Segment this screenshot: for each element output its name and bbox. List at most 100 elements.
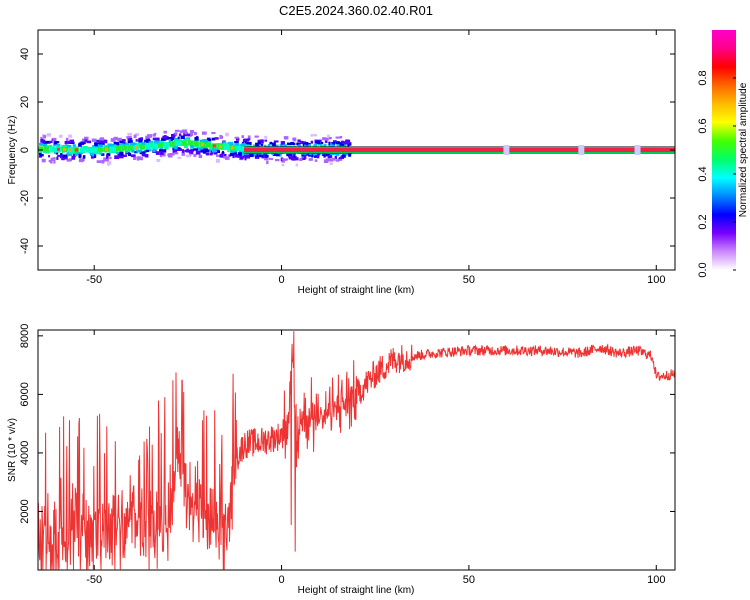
spectrogram-cell	[197, 147, 202, 151]
spectrogram-cell	[234, 136, 240, 139]
spectrogram-cell	[164, 146, 169, 150]
spectrogram-cell	[148, 149, 152, 152]
spectrogram-cell	[107, 149, 111, 152]
spectrogram-cell	[322, 137, 327, 141]
spectrogram-core	[157, 142, 163, 148]
spectrogram-peak	[230, 146, 234, 150]
spectrogram-cell	[184, 138, 190, 142]
spectrogram-cell	[117, 154, 122, 157]
snr-y-axis-label: SNR (10 * v/v)	[7, 418, 18, 482]
spectrogram-cell	[91, 153, 95, 157]
spectrogram-cell	[234, 141, 239, 144]
spectrogram-cell	[66, 152, 70, 157]
spectrogram-cell	[60, 145, 66, 148]
spectrogram-cell	[201, 131, 207, 135]
spectrogram-core	[175, 141, 181, 147]
spectrogram-cell	[94, 142, 98, 147]
spectrogram-cell	[205, 149, 210, 153]
colorbar-tick-label: 0.2	[697, 214, 709, 229]
spectrogram-cell	[247, 135, 251, 139]
spectrogram-cell	[166, 136, 169, 140]
spectrogram-cell	[184, 149, 187, 153]
spectrogram-cell	[223, 142, 228, 146]
spectrogram-cell	[323, 144, 326, 147]
spectrogram-cell	[211, 132, 216, 135]
spectrogram-cell	[90, 155, 95, 159]
spectrogram-cell	[336, 142, 342, 145]
spectrogram-cell	[317, 154, 320, 159]
spectrogram-cell	[293, 142, 296, 146]
spectrogram-cell	[280, 141, 285, 145]
spectrogram-cell	[106, 153, 110, 156]
spectrogram-cell	[224, 156, 230, 160]
spectrogram-cell	[279, 152, 282, 157]
spectrogram-cell	[328, 136, 332, 140]
spectrogram-cell	[293, 138, 297, 142]
spectrogram-core	[235, 145, 241, 151]
spectrogram-cell	[174, 152, 179, 155]
spectrogram-cell	[176, 147, 180, 150]
snr-y-tick-label: 8000	[19, 324, 31, 348]
spectrogram-cell	[101, 153, 105, 156]
spectrogram-cell	[227, 143, 230, 146]
spectrogram-cell	[40, 136, 44, 140]
spectrogram-core	[163, 142, 169, 148]
spectrogram-cell	[38, 155, 43, 158]
spectrogram-cell	[43, 143, 48, 148]
spectrogram-cell	[275, 153, 280, 157]
spectrogram-cell	[71, 141, 75, 145]
spectrogram-cell	[144, 139, 148, 143]
spectrogram-cell	[233, 152, 238, 155]
spectrogram-cell	[185, 154, 188, 158]
spectrogram-cell	[127, 132, 133, 136]
spectrogram-cell	[125, 144, 131, 149]
spectrogram-cell	[200, 146, 204, 150]
spectrogram-cell	[68, 141, 72, 144]
spectrogram-panel: -50 0 50 100 -40 -20 0 20 40 Height of straight…	[7, 29, 676, 296]
spectrogram-faint-blob	[503, 145, 510, 155]
spectrogram-cell	[310, 140, 314, 144]
spectrogram-cell	[327, 134, 330, 138]
spectrogram-cell	[81, 142, 86, 145]
spectrogram-core	[91, 147, 97, 153]
spectrogram-cell	[238, 152, 242, 156]
spectrogram-cell	[131, 142, 136, 145]
spectrogram-cell	[174, 129, 180, 132]
spectrogram-cell	[163, 130, 167, 134]
spectrogram-cell	[48, 155, 51, 158]
spectrogram-cell	[308, 143, 311, 148]
spectrogram-cell	[134, 150, 138, 154]
spectrogram-peak	[68, 148, 72, 152]
spectrogram-cell	[272, 153, 277, 156]
spectrogram-cell	[181, 149, 185, 153]
spectrogram-cell	[154, 137, 160, 142]
spectrogram-cell	[215, 154, 221, 157]
spectrogram-cell	[200, 148, 206, 153]
spectrogram-cell	[92, 145, 97, 149]
spectrogram-cell	[301, 153, 306, 157]
spectrogram-cell	[222, 141, 227, 144]
spectrogram-cell	[286, 153, 292, 157]
spectrogram-cell	[65, 137, 69, 142]
spectrogram-cell	[69, 150, 73, 154]
spectrogram-cell	[236, 155, 240, 158]
spectrogram-cell	[264, 139, 268, 142]
spectrogram-cell	[168, 138, 171, 143]
spectrogram-cell	[126, 143, 130, 146]
spectrogram-cell	[118, 155, 124, 159]
spectrogram-cell	[140, 137, 143, 141]
spectrogram-cell	[99, 137, 105, 141]
spectrogram-cell	[73, 145, 76, 149]
spectrogram-core	[109, 146, 115, 152]
spectrogram-cell	[82, 155, 86, 159]
spectrogram-cell	[232, 149, 235, 153]
spectrogram-cell	[46, 133, 52, 137]
spectrogram-cell	[136, 156, 139, 159]
spectrogram-y-axis-label: Frequency (Hz)	[7, 116, 18, 185]
spectrogram-cell	[210, 144, 213, 148]
spectrogram-cell	[149, 143, 155, 148]
spectrogram-cell	[215, 159, 220, 163]
spectrogram-cell	[152, 148, 156, 153]
snr-x-tick-label: 100	[647, 574, 665, 586]
spectrogram-cell	[159, 151, 164, 155]
